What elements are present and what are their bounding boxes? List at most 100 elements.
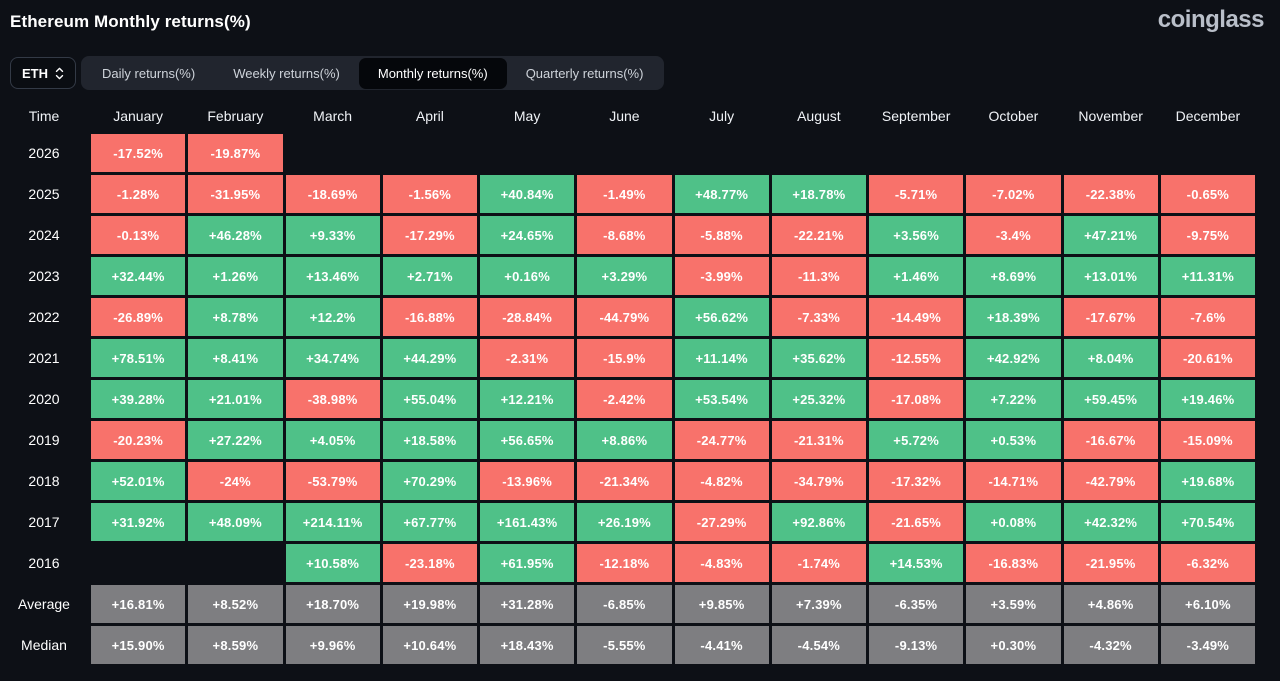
column-header-march: March xyxy=(313,108,353,124)
select-chevrons-icon xyxy=(55,67,64,80)
return-cell: +48.77% xyxy=(674,175,769,213)
column-header-august: August xyxy=(797,108,841,124)
return-cell: +26.19% xyxy=(577,503,672,541)
return-cell: +7.22% xyxy=(966,380,1061,418)
return-cell: +18.78% xyxy=(771,175,866,213)
return-cell: +42.92% xyxy=(966,339,1061,377)
return-cell: +214.11% xyxy=(285,503,380,541)
return-cell: +8.52% xyxy=(188,585,283,623)
return-cell: +8.59% xyxy=(188,626,283,664)
return-cell: +39.28% xyxy=(91,380,186,418)
tab-quarterly-returns[interactable]: Quarterly returns(%) xyxy=(507,58,663,89)
return-cell: -3.99% xyxy=(674,257,769,295)
return-cell: +8.04% xyxy=(1063,339,1158,377)
return-cell: +35.62% xyxy=(771,339,866,377)
return-cell: -14.71% xyxy=(966,462,1061,500)
return-cell: -38.98% xyxy=(285,380,380,418)
return-cell: +32.44% xyxy=(91,257,186,295)
return-cell: +24.65% xyxy=(480,216,575,254)
return-cell: +12.21% xyxy=(480,380,575,418)
return-cell: +0.53% xyxy=(966,421,1061,459)
return-cell: +3.56% xyxy=(869,216,964,254)
coinglass-logo[interactable]: coinglass xyxy=(1157,6,1265,33)
return-cell: +52.01% xyxy=(91,462,186,500)
return-cell: -3.49% xyxy=(1160,626,1255,664)
return-cell: -5.71% xyxy=(869,175,964,213)
return-cell: +10.64% xyxy=(382,626,477,664)
return-cell: +27.22% xyxy=(188,421,283,459)
tab-daily-returns[interactable]: Daily returns(%) xyxy=(83,58,214,89)
return-cell xyxy=(1161,134,1255,172)
return-cell: -17.08% xyxy=(869,380,964,418)
return-cell xyxy=(286,134,380,172)
return-cell: -17.29% xyxy=(382,216,477,254)
return-cell: +19.98% xyxy=(382,585,477,623)
return-cell: +0.30% xyxy=(966,626,1061,664)
return-cell: -24% xyxy=(188,462,283,500)
return-cell: +70.29% xyxy=(382,462,477,500)
return-cell: +78.51% xyxy=(91,339,186,377)
return-cell: +8.41% xyxy=(188,339,283,377)
row-label-2022: 2022 xyxy=(28,309,60,325)
return-cell: -22.21% xyxy=(771,216,866,254)
return-cell: +53.54% xyxy=(674,380,769,418)
return-cell: -4.41% xyxy=(674,626,769,664)
return-cell: -27.29% xyxy=(674,503,769,541)
row-label-2020: 2020 xyxy=(28,391,60,407)
return-cell xyxy=(91,544,185,582)
return-cell: -18.69% xyxy=(285,175,380,213)
return-cell: -4.54% xyxy=(771,626,866,664)
return-cell: +1.26% xyxy=(188,257,283,295)
monthly-returns-table: Time January February March April May June July… xyxy=(0,101,1255,664)
return-cell: -16.88% xyxy=(382,298,477,336)
return-cell: +56.62% xyxy=(674,298,769,336)
return-cell: -6.85% xyxy=(577,585,672,623)
return-cell xyxy=(577,134,671,172)
return-cell: -3.4% xyxy=(966,216,1061,254)
return-cell: -34.79% xyxy=(771,462,866,500)
return-cell: +16.81% xyxy=(91,585,186,623)
return-cell: +12.2% xyxy=(285,298,380,336)
return-cell: +14.53% xyxy=(869,544,964,582)
return-cell: +44.29% xyxy=(382,339,477,377)
return-cell: +34.74% xyxy=(285,339,380,377)
row-label-2026: 2026 xyxy=(28,145,60,161)
return-cell: +9.33% xyxy=(285,216,380,254)
return-cell: +21.01% xyxy=(188,380,283,418)
row-label-2019: 2019 xyxy=(28,432,60,448)
row-label-median: Median xyxy=(21,637,67,653)
return-cell: -9.75% xyxy=(1160,216,1255,254)
return-cell xyxy=(675,134,769,172)
return-cell: -12.18% xyxy=(577,544,672,582)
return-cell: -4.82% xyxy=(674,462,769,500)
return-cell: +19.46% xyxy=(1160,380,1255,418)
return-cell xyxy=(869,134,963,172)
row-label-2025: 2025 xyxy=(28,186,60,202)
return-cell: +40.84% xyxy=(480,175,575,213)
tab-weekly-returns[interactable]: Weekly returns(%) xyxy=(214,58,359,89)
return-cell: -1.49% xyxy=(577,175,672,213)
return-cell: -6.32% xyxy=(1160,544,1255,582)
return-cell: +31.28% xyxy=(480,585,575,623)
column-header-july: July xyxy=(709,108,735,124)
row-label-average: Average xyxy=(18,596,70,612)
return-cell: -44.79% xyxy=(577,298,672,336)
tab-monthly-returns[interactable]: Monthly returns(%) xyxy=(358,57,507,89)
return-cell: -21.31% xyxy=(771,421,866,459)
return-cell: +9.96% xyxy=(285,626,380,664)
return-cell: -24.77% xyxy=(674,421,769,459)
return-cell: +0.08% xyxy=(966,503,1061,541)
return-cell: +7.39% xyxy=(771,585,866,623)
return-cell: -26.89% xyxy=(91,298,186,336)
return-cell: -7.02% xyxy=(966,175,1061,213)
return-cell: -2.42% xyxy=(577,380,672,418)
return-cell: +47.21% xyxy=(1063,216,1158,254)
return-cell xyxy=(772,134,866,172)
column-header-september: September xyxy=(881,108,951,124)
symbol-select[interactable]: ETH xyxy=(10,57,76,89)
return-cell: +15.90% xyxy=(91,626,186,664)
return-cell: -13.96% xyxy=(480,462,575,500)
return-cell: +18.70% xyxy=(285,585,380,623)
column-header-february: February xyxy=(207,108,264,124)
return-cell: -5.55% xyxy=(577,626,672,664)
